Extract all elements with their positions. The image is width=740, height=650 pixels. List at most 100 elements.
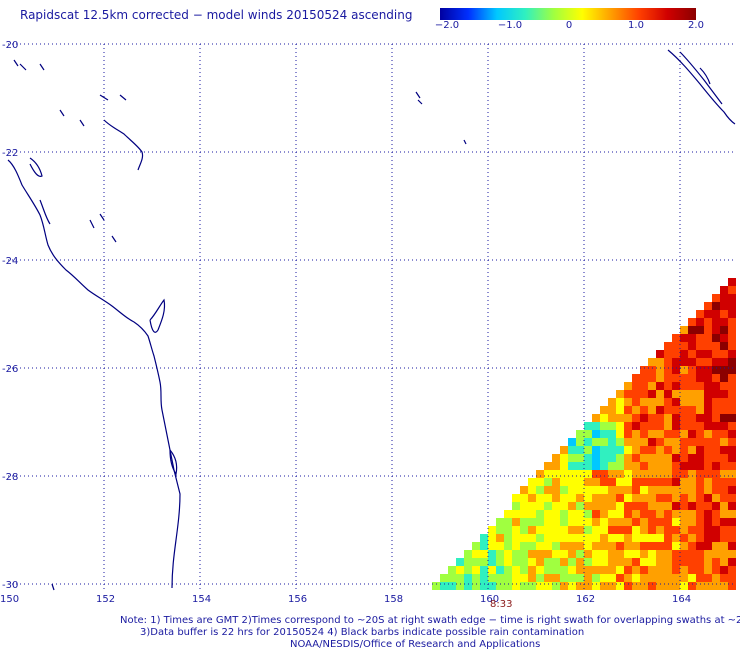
colorbar-tick-label: −2.0	[434, 20, 460, 31]
swath-cell	[672, 566, 680, 574]
swath-cell	[544, 486, 552, 494]
swath-cell	[512, 558, 520, 566]
swath-cell	[704, 470, 712, 478]
swath-cell	[728, 582, 736, 590]
swath-cell	[464, 550, 472, 558]
swath-cell	[504, 566, 512, 574]
colorbar-tick-label: −1.0	[497, 20, 523, 31]
swath-cell	[672, 334, 680, 342]
swath-cell	[592, 582, 600, 590]
swath-cell	[656, 470, 664, 478]
swath-cell	[528, 502, 536, 510]
swath-cell	[592, 430, 600, 438]
swath-cell	[696, 350, 704, 358]
swath-cell	[712, 470, 720, 478]
swath-cell	[512, 566, 520, 574]
swath-cell	[584, 574, 592, 582]
swath-cell	[568, 534, 576, 542]
swath-cell	[528, 486, 536, 494]
swath-cell	[576, 446, 584, 454]
swath-cell	[624, 542, 632, 550]
swath-cell	[592, 566, 600, 574]
swath-cell	[576, 534, 584, 542]
swath-cell	[624, 558, 632, 566]
swath-cell	[608, 422, 616, 430]
swath-cell	[640, 382, 648, 390]
swath-cell	[680, 582, 688, 590]
swath-cell	[696, 398, 704, 406]
swath-cell	[512, 534, 520, 542]
swath-cell	[664, 390, 672, 398]
swath-cell	[584, 478, 592, 486]
swath-cell	[608, 502, 616, 510]
swath-cell	[672, 510, 680, 518]
swath-cell	[720, 486, 728, 494]
swath-cell	[656, 406, 664, 414]
swath-cell	[640, 502, 648, 510]
swath-cell	[648, 398, 656, 406]
swath-cell	[584, 430, 592, 438]
swath-cell	[664, 478, 672, 486]
swath-cell	[584, 518, 592, 526]
swath-cell	[632, 550, 640, 558]
swath-cell	[536, 486, 544, 494]
swath-cell	[608, 494, 616, 502]
swath-cell	[728, 406, 736, 414]
swath-cell	[624, 534, 632, 542]
colorbar	[440, 8, 696, 20]
swath-cell	[696, 310, 704, 318]
swath-cell	[560, 558, 568, 566]
swath-cell	[728, 454, 736, 462]
swath-cell	[704, 342, 712, 350]
swath-cell	[624, 422, 632, 430]
swath-cell	[704, 558, 712, 566]
swath-cell	[616, 470, 624, 478]
swath-cell	[600, 438, 608, 446]
swath-cell	[672, 454, 680, 462]
swath-cell	[720, 398, 728, 406]
swath-cell	[688, 390, 696, 398]
swath-cell	[520, 502, 528, 510]
swath-cell	[608, 478, 616, 486]
swath-cell	[576, 478, 584, 486]
swath-cell	[600, 526, 608, 534]
coastline	[7, 59, 467, 591]
swath-cell	[728, 318, 736, 326]
swath-cell	[592, 502, 600, 510]
swath-cell	[440, 574, 448, 582]
swath-cell	[688, 446, 696, 454]
swath-cell	[600, 414, 608, 422]
swath-cell	[728, 310, 736, 318]
swath-cell	[640, 494, 648, 502]
swath-cell	[712, 406, 720, 414]
swath-cell	[656, 366, 664, 374]
swath-cell	[560, 446, 568, 454]
lon-label: 162	[576, 594, 595, 605]
swath-cell	[616, 510, 624, 518]
swath-cell	[672, 574, 680, 582]
swath-cell	[672, 494, 680, 502]
swath-cell	[624, 382, 632, 390]
swath-cell	[600, 510, 608, 518]
swath-cell	[448, 566, 456, 574]
swath-cell	[624, 446, 632, 454]
swath-cell	[568, 454, 576, 462]
swath-cell	[648, 550, 656, 558]
swath-cell	[664, 350, 672, 358]
swath-cell	[600, 558, 608, 566]
swath-cell	[640, 374, 648, 382]
swath-cell	[720, 478, 728, 486]
swath-cell	[664, 446, 672, 454]
swath-cell	[624, 494, 632, 502]
swath-cell	[640, 534, 648, 542]
swath-cell	[536, 518, 544, 526]
swath-cell	[640, 518, 648, 526]
swath-cell	[464, 582, 472, 590]
swath-cell	[528, 574, 536, 582]
lon-label: 158	[384, 594, 403, 605]
swath-cell	[680, 398, 688, 406]
swath-cell	[712, 430, 720, 438]
swath-cell	[648, 518, 656, 526]
swath-cell	[616, 518, 624, 526]
swath-cell	[696, 342, 704, 350]
